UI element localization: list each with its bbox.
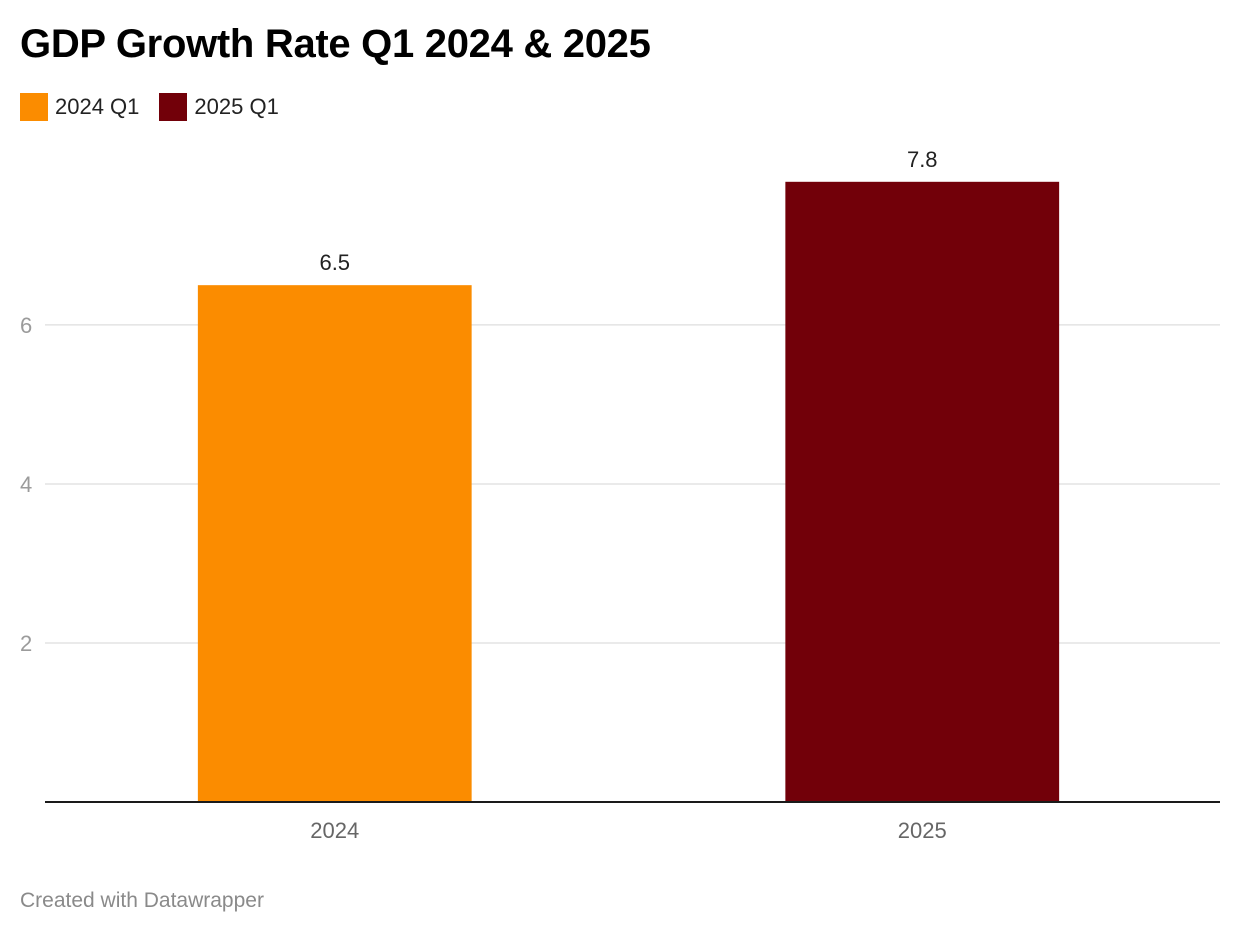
x-tick-label: 2024 bbox=[310, 818, 359, 843]
chart-title: GDP Growth Rate Q1 2024 & 2025 bbox=[20, 22, 651, 66]
bar-2025 bbox=[785, 181, 1060, 802]
y-tick-label: 2 bbox=[20, 631, 32, 656]
footer-credit: Created with Datawrapper bbox=[20, 889, 264, 912]
legend-swatch bbox=[20, 93, 48, 121]
legend-swatch bbox=[159, 93, 188, 121]
legend: 2024 Q1 2025 Q1 bbox=[20, 93, 299, 121]
bar-value-label: 7.8 bbox=[907, 147, 938, 172]
bar-value-label: 6.5 bbox=[319, 250, 350, 275]
y-tick-label: 4 bbox=[20, 472, 32, 497]
legend-item: 2024 Q1 bbox=[20, 93, 139, 121]
y-tick-label: 6 bbox=[20, 313, 32, 338]
legend-item: 2025 Q1 bbox=[159, 93, 279, 121]
legend-label: 2024 Q1 bbox=[55, 94, 140, 119]
legend-label: 2025 Q1 bbox=[194, 94, 279, 119]
bar-2024 bbox=[197, 285, 472, 802]
x-tick-label: 2025 bbox=[898, 818, 947, 843]
